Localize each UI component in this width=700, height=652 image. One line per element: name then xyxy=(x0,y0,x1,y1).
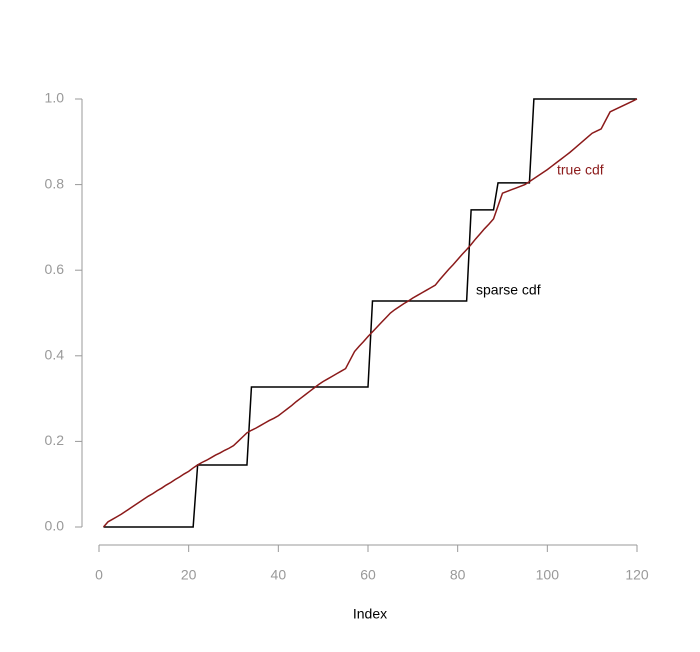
x-tick-label: 0 xyxy=(95,567,103,583)
x-tick-label: 60 xyxy=(360,567,376,583)
y-tick-label: 0.0 xyxy=(45,518,65,534)
x-tick-label: 40 xyxy=(271,567,287,583)
x-axis-label: Index xyxy=(353,606,387,622)
x-tick-label: 100 xyxy=(536,567,560,583)
x-tick-label: 120 xyxy=(625,567,649,583)
x-tick-label: 80 xyxy=(450,567,466,583)
series-line xyxy=(102,98,638,528)
y-tick-label: 1.0 xyxy=(45,90,65,106)
series-label: true cdf xyxy=(557,162,604,178)
y-tick-label: 0.8 xyxy=(45,175,65,191)
y-tick-label: 0.4 xyxy=(45,347,65,363)
x-tick-label: 20 xyxy=(181,567,197,583)
y-tick-label: 0.2 xyxy=(45,432,65,448)
y-tick-label: 0.6 xyxy=(45,261,65,277)
series-line xyxy=(103,98,637,528)
series-label: sparse cdf xyxy=(476,282,541,298)
